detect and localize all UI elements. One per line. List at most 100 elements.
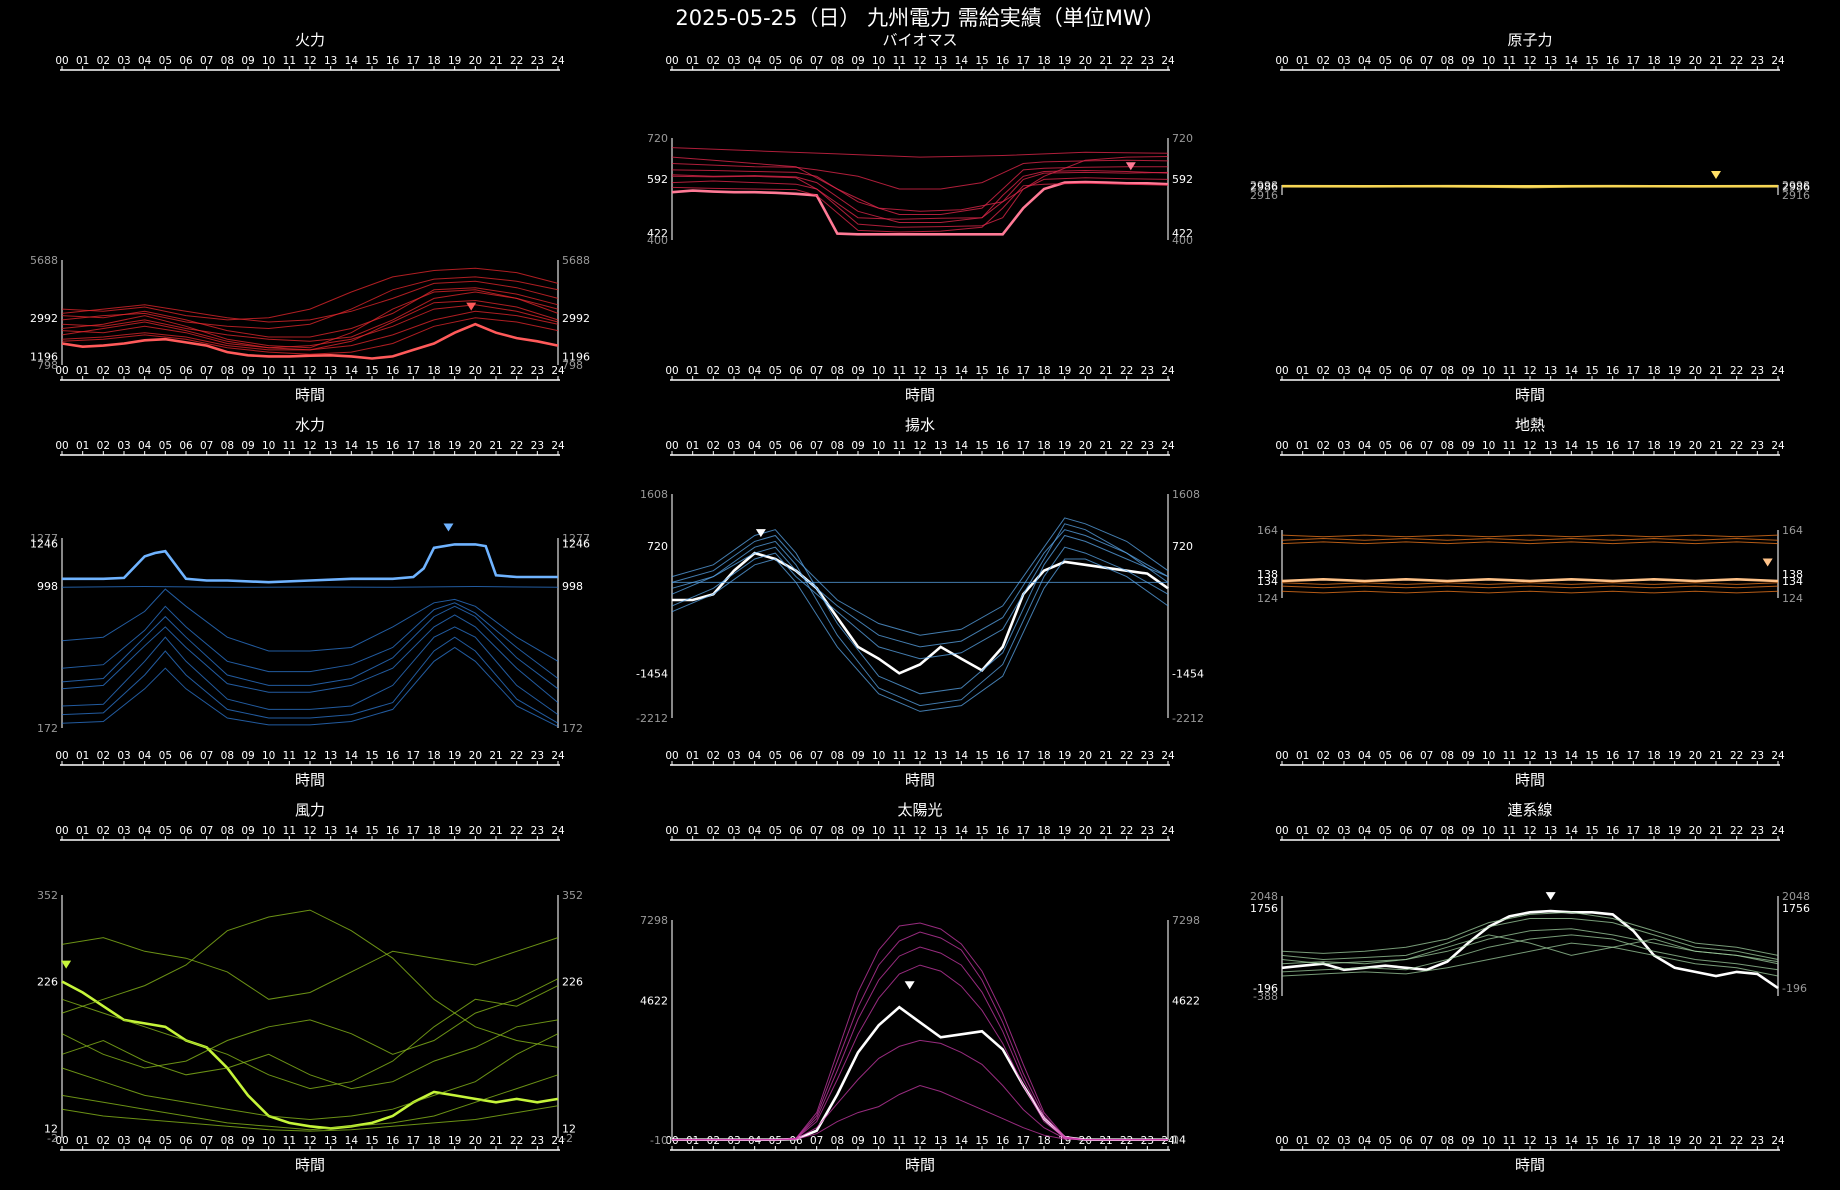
past-series-line — [1281, 582, 1779, 585]
x-tick-label: 07 — [200, 55, 213, 67]
x-tick-label: 19 — [448, 440, 461, 452]
current-series-line — [62, 543, 558, 584]
y-tick-label-left: 226 — [37, 975, 58, 988]
x-tick-label: 17 — [1017, 55, 1030, 67]
y-tick-label-left: 138 — [1257, 568, 1278, 581]
y-tick-label-left: 2048 — [1250, 890, 1278, 903]
x-tick-label: 02 — [1317, 440, 1330, 452]
peak-marker — [1762, 558, 1773, 567]
x-tick-label: 22 — [1730, 825, 1743, 837]
x-tick-label: 12 — [303, 440, 316, 452]
x-tick-label: 17 — [1627, 825, 1640, 837]
x-tick-label: 18 — [1647, 825, 1660, 837]
x-tick-label: 01 — [686, 55, 699, 67]
x-axis-label: 時間 — [905, 771, 935, 789]
x-tick-label: 01 — [1296, 365, 1309, 377]
y-tick-label-left: 998 — [37, 580, 58, 593]
x-tick-label: 01 — [686, 365, 699, 377]
x-tick-label: 10 — [1482, 1135, 1495, 1147]
x-tick-label: 17 — [1627, 440, 1640, 452]
y-tick-label-right: 2916 — [1782, 189, 1810, 202]
x-tick-label: 05 — [769, 1135, 782, 1147]
x-tick-label: 07 — [1420, 55, 1433, 67]
x-tick-label: 23 — [1751, 365, 1764, 377]
x-tick-label: 20 — [1079, 365, 1092, 377]
x-tick-label: 00 — [55, 365, 68, 377]
x-tick-label: 17 — [407, 1135, 420, 1147]
x-tick-label: 12 — [1523, 825, 1536, 837]
x-tick-label: 15 — [365, 55, 378, 67]
x-tick-label: 24 — [1771, 55, 1785, 67]
x-tick-label: 14 — [345, 55, 359, 67]
peak-marker — [443, 523, 454, 532]
past-series-line — [671, 182, 1169, 233]
x-tick-label: 04 — [1358, 825, 1372, 837]
x-tick-label: 15 — [1585, 365, 1598, 377]
x-tick-label: 17 — [1627, 55, 1640, 67]
past-series-line — [1281, 541, 1779, 545]
x-tick-label: 02 — [1317, 750, 1330, 762]
x-tick-label: 03 — [117, 1135, 130, 1147]
x-tick-label: 02 — [97, 55, 110, 67]
x-tick-label: 00 — [665, 55, 678, 67]
y-tick-label-right: 1277 — [562, 532, 590, 545]
x-tick-label: 19 — [1668, 55, 1681, 67]
x-tick-label: 18 — [427, 55, 440, 67]
x-tick-label: 10 — [262, 825, 275, 837]
panel-title: 揚水 — [905, 416, 935, 434]
x-tick-label: 02 — [97, 750, 110, 762]
x-tick-label: 01 — [76, 825, 89, 837]
x-tick-label: 10 — [262, 750, 275, 762]
x-tick-label: 15 — [975, 825, 988, 837]
x-tick-label: 01 — [1296, 825, 1309, 837]
past-series-line — [61, 291, 559, 342]
x-tick-label: 24 — [1771, 1135, 1785, 1147]
x-tick-label: 13 — [1544, 365, 1557, 377]
x-tick-label: 19 — [1058, 440, 1071, 452]
past-series-line — [61, 605, 559, 690]
x-tick-label: 01 — [1296, 1135, 1309, 1147]
x-tick-label: 10 — [1482, 365, 1495, 377]
x-tick-label: 21 — [1709, 55, 1722, 67]
x-tick-label: 10 — [872, 55, 885, 67]
past-series-line — [1281, 934, 1779, 973]
x-tick-label: 15 — [975, 750, 988, 762]
x-tick-label: 06 — [1399, 825, 1413, 837]
y-tick-label-right: 7298 — [1172, 914, 1200, 927]
x-tick-label: 09 — [241, 55, 254, 67]
x-tick-label: 06 — [179, 750, 193, 762]
y-tick-label-right: 422 — [1172, 227, 1193, 240]
x-tick-label: 10 — [262, 1135, 275, 1147]
peak-marker — [755, 529, 766, 538]
y-tick-label-right: 5688 — [562, 254, 590, 267]
x-tick-label: 19 — [1058, 825, 1071, 837]
x-tick-label: 13 — [1544, 825, 1557, 837]
x-tick-label: 00 — [55, 55, 68, 67]
x-tick-label: 00 — [55, 750, 68, 762]
x-tick-label: 06 — [179, 825, 193, 837]
x-tick-label: 12 — [913, 440, 926, 452]
x-tick-label: 11 — [1503, 750, 1516, 762]
x-tick-label: 17 — [1627, 750, 1640, 762]
y-tick-label-right: 1756 — [1782, 902, 1810, 915]
x-tick-label: 06 — [1399, 440, 1413, 452]
past-series-line — [1281, 534, 1779, 538]
x-tick-label: 23 — [1751, 440, 1764, 452]
x-tick-label: 06 — [179, 440, 193, 452]
past-series-line — [61, 1074, 559, 1131]
x-tick-label: 02 — [1317, 55, 1330, 67]
x-tick-label: 12 — [913, 825, 926, 837]
x-tick-label: 05 — [159, 440, 172, 452]
x-tick-label: 08 — [1441, 55, 1454, 67]
x-tick-label: 23 — [531, 825, 544, 837]
past-series-line — [61, 276, 559, 330]
x-tick-label: 12 — [1523, 1135, 1536, 1147]
x-tick-label: 20 — [1079, 825, 1092, 837]
y-tick-label-right: 1196 — [562, 350, 590, 363]
x-tick-label: 12 — [1523, 440, 1536, 452]
y-tick-label-right: 164 — [1782, 524, 1803, 537]
x-tick-label: 13 — [324, 365, 337, 377]
x-tick-label: 17 — [1627, 1135, 1640, 1147]
y-tick-label-right: 124 — [1782, 592, 1803, 605]
x-axis-label: 時間 — [905, 1156, 935, 1174]
